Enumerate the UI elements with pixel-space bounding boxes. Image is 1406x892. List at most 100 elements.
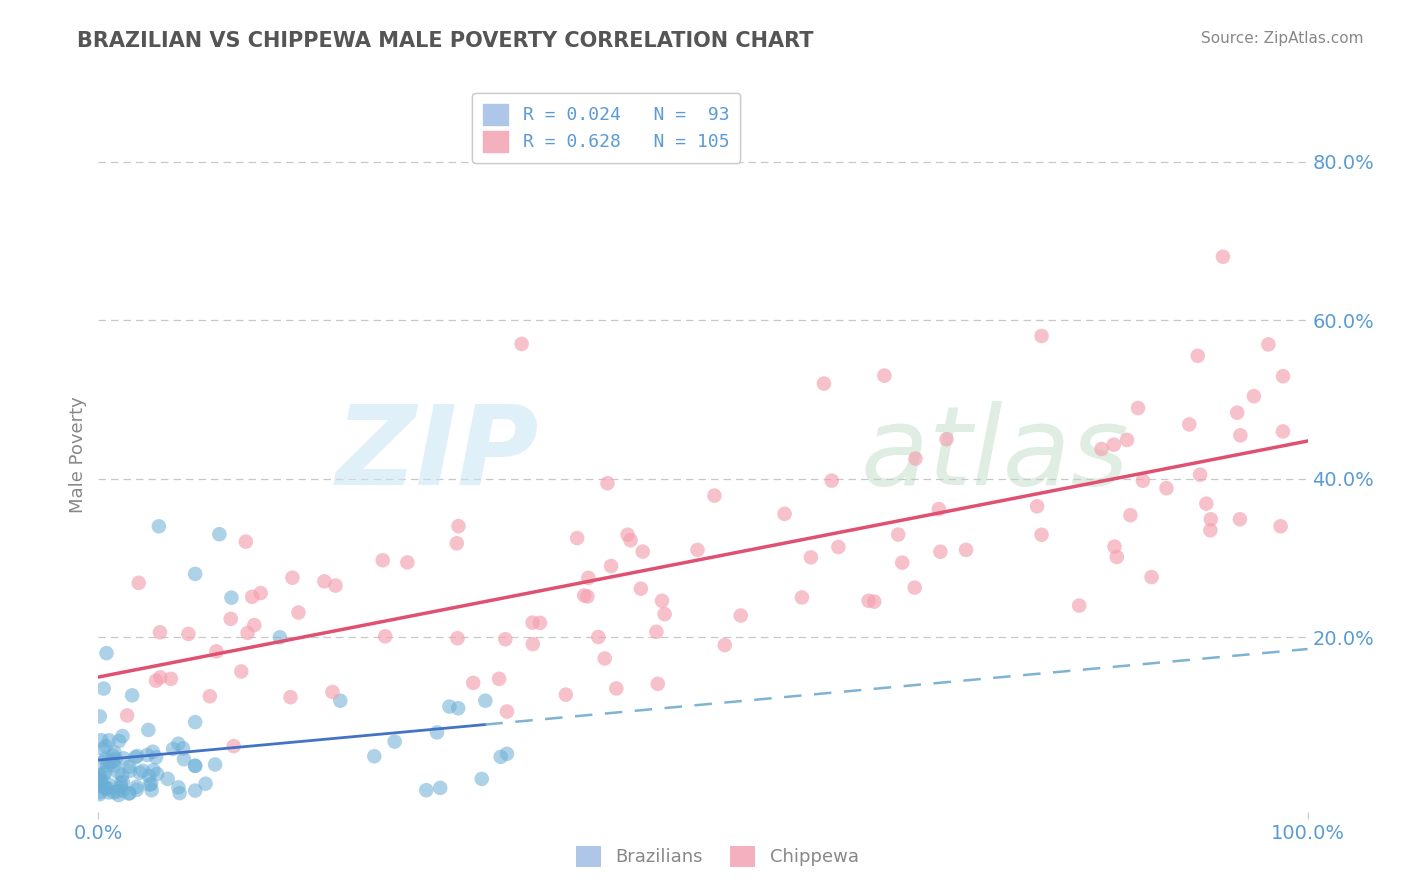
Point xyxy=(1105,549,1128,564)
Point xyxy=(904,451,927,466)
Point xyxy=(1229,512,1251,526)
Point xyxy=(93,681,115,696)
Point xyxy=(891,556,914,570)
Point xyxy=(858,593,880,607)
Point xyxy=(773,507,796,521)
Point xyxy=(111,775,134,789)
Point xyxy=(496,747,519,761)
Point xyxy=(125,782,148,797)
Point xyxy=(149,670,172,684)
Point xyxy=(94,751,117,765)
Point xyxy=(89,787,111,801)
Point xyxy=(554,688,576,702)
Point xyxy=(184,758,207,772)
Point xyxy=(138,778,160,792)
Point xyxy=(363,749,385,764)
Point xyxy=(1257,337,1279,351)
Point xyxy=(827,540,849,554)
Point xyxy=(90,775,112,789)
Point xyxy=(494,632,516,647)
Point xyxy=(619,533,641,548)
Point xyxy=(89,771,111,785)
Point xyxy=(138,769,160,783)
Point xyxy=(89,709,111,723)
Point xyxy=(110,780,132,794)
Point xyxy=(576,571,599,585)
Point xyxy=(929,545,952,559)
Point xyxy=(184,566,207,581)
Point xyxy=(447,701,470,715)
Point xyxy=(121,689,143,703)
Point xyxy=(647,677,669,691)
Point xyxy=(221,591,243,605)
Point xyxy=(1270,519,1292,533)
Point xyxy=(93,766,115,780)
Point xyxy=(231,665,253,679)
Point xyxy=(439,699,461,714)
Point xyxy=(104,752,127,766)
Point xyxy=(576,590,599,604)
Point xyxy=(156,772,179,786)
Point xyxy=(374,629,396,643)
Point xyxy=(269,630,291,644)
Point xyxy=(1102,438,1125,452)
Point xyxy=(821,474,844,488)
Point xyxy=(96,646,118,660)
Point xyxy=(522,615,544,630)
Point xyxy=(148,519,170,533)
Point xyxy=(1031,329,1053,343)
Point xyxy=(429,780,451,795)
Text: Source: ZipAtlas.com: Source: ZipAtlas.com xyxy=(1201,31,1364,46)
Point xyxy=(522,637,544,651)
Point xyxy=(321,685,343,699)
Point xyxy=(89,785,111,799)
Point xyxy=(204,757,226,772)
Point xyxy=(645,624,668,639)
Point xyxy=(488,672,510,686)
Point xyxy=(96,758,118,772)
Point xyxy=(118,786,141,800)
Point xyxy=(605,681,627,696)
Point xyxy=(572,589,595,603)
Point xyxy=(329,694,352,708)
Point xyxy=(1116,433,1139,447)
Point xyxy=(184,715,207,730)
Point xyxy=(177,627,200,641)
Point xyxy=(115,708,138,723)
Point xyxy=(474,694,496,708)
Point xyxy=(1140,570,1163,584)
Point xyxy=(1199,523,1222,537)
Point xyxy=(713,638,735,652)
Point xyxy=(107,788,129,802)
Point xyxy=(1026,500,1049,514)
Point xyxy=(281,571,304,585)
Point xyxy=(222,739,245,753)
Point xyxy=(145,673,167,688)
Point xyxy=(588,630,610,644)
Point xyxy=(167,737,190,751)
Point xyxy=(128,575,150,590)
Point xyxy=(90,772,112,787)
Point xyxy=(463,676,485,690)
Point xyxy=(107,765,129,780)
Point xyxy=(371,553,394,567)
Point xyxy=(111,783,134,797)
Point xyxy=(110,776,132,790)
Point xyxy=(146,767,169,781)
Point xyxy=(101,748,124,763)
Point xyxy=(103,785,125,799)
Point xyxy=(141,777,163,791)
Point xyxy=(249,586,271,600)
Point xyxy=(1187,349,1209,363)
Point xyxy=(97,785,120,799)
Text: atlas: atlas xyxy=(860,401,1129,508)
Point xyxy=(145,750,167,764)
Point xyxy=(384,734,406,748)
Point xyxy=(205,644,228,658)
Point xyxy=(94,739,117,754)
Point xyxy=(98,733,121,747)
Point xyxy=(243,618,266,632)
Legend: R = 0.024   N =  93, R = 0.628   N = 105: R = 0.024 N = 93, R = 0.628 N = 105 xyxy=(472,93,741,162)
Point xyxy=(235,534,257,549)
Point xyxy=(730,608,752,623)
